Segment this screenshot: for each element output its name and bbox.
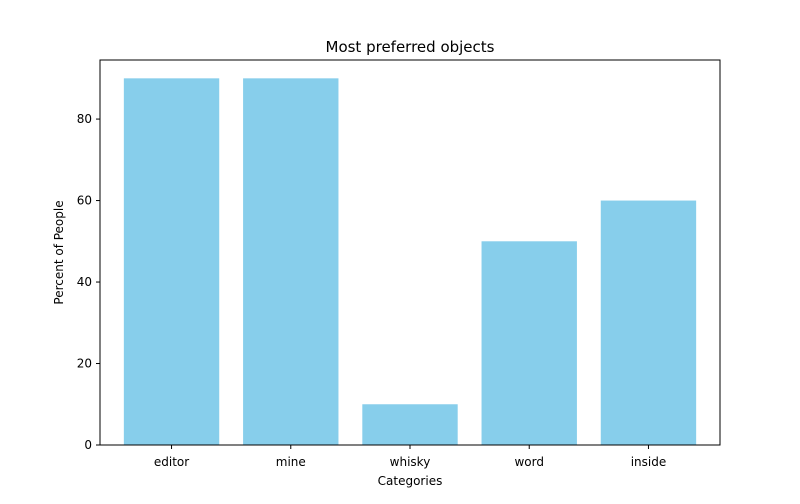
bar-word — [481, 241, 577, 445]
bar-whisky — [362, 404, 458, 445]
bar-inside — [600, 200, 697, 445]
chart-title: Most preferred objects — [326, 38, 495, 56]
x-axis-ticks: editor mine whisky word inside — [154, 445, 666, 469]
x-tick-label: word — [514, 455, 544, 469]
x-tick-label: whisky — [390, 455, 431, 469]
y-tick-label: 80 — [77, 112, 92, 126]
y-tick-label: 0 — [84, 438, 92, 452]
y-tick-label: 60 — [77, 194, 92, 208]
plot-frame — [99, 59, 721, 446]
y-tick-label: 40 — [77, 275, 92, 289]
bar-mine — [243, 78, 339, 445]
x-tick-label: editor — [154, 455, 189, 469]
y-axis-label: Percent of People — [52, 200, 66, 304]
x-tick-label: mine — [276, 455, 306, 469]
x-axis-label: Categories — [378, 474, 443, 488]
y-tick-label: 20 — [77, 357, 92, 371]
y-axis-ticks: 0 20 40 60 80 — [77, 112, 100, 452]
x-tick-label: inside — [631, 455, 667, 469]
bars-group — [123, 78, 697, 445]
bar-editor — [123, 78, 220, 445]
